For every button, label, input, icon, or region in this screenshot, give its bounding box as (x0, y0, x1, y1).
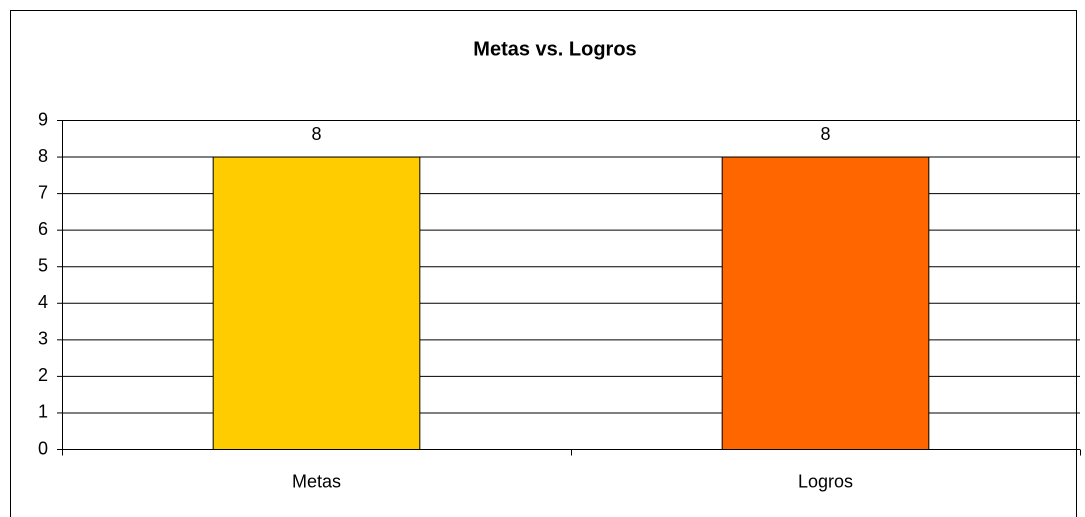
chart-title: Metas vs. Logros (473, 38, 636, 60)
x-tick-label: Logros (798, 471, 853, 491)
y-tick-label: 2 (38, 365, 48, 385)
bar (212, 156, 421, 451)
y-tick-label: 5 (38, 255, 48, 275)
y-tick-label: 7 (38, 182, 48, 202)
bar (721, 156, 930, 451)
y-tick-label: 3 (38, 329, 48, 349)
y-tick-label: 9 (38, 109, 48, 129)
y-tick-label: 6 (38, 219, 48, 239)
y-tick-label: 8 (38, 146, 48, 166)
y-tick-label: 1 (38, 402, 48, 422)
y-tick-label: 0 (38, 438, 48, 458)
data-label: 8 (820, 124, 830, 144)
x-tick-label: Metas (292, 471, 341, 491)
y-tick-label: 4 (38, 292, 48, 312)
data-label: 8 (311, 124, 321, 144)
